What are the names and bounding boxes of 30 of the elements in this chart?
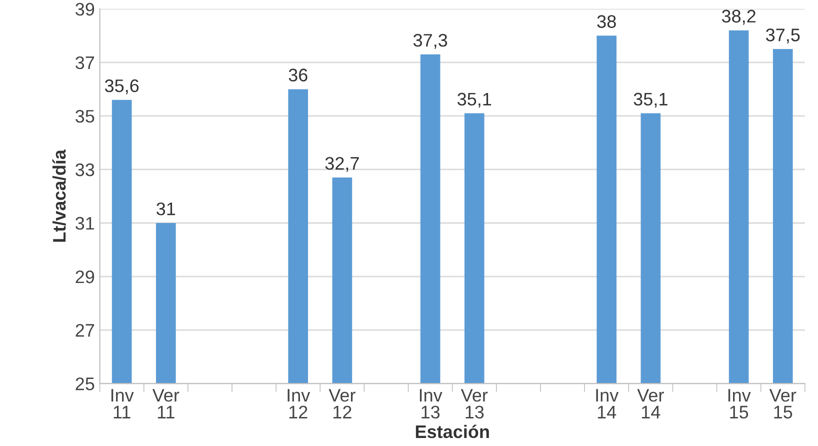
y-tick-label: 25 (76, 377, 94, 390)
data-label: 35,1 (458, 92, 492, 108)
y-tick-label: 39 (76, 2, 94, 16)
data-label: 37,3 (413, 34, 448, 49)
y-tick-label: 35 (76, 110, 94, 123)
x-tick-label: Inv 13 (420, 389, 442, 419)
data-label: 31 (156, 202, 176, 216)
data-label: 37,5 (766, 28, 800, 44)
y-tick-label: 31 (76, 216, 94, 230)
y-tick-label: 27 (76, 324, 94, 337)
x-tick-label: Inv 15 (728, 389, 751, 419)
data-label: 35,1 (634, 92, 668, 108)
x-tick-label: Inv 14 (596, 389, 619, 418)
data-label: 35,6 (104, 79, 139, 94)
y-tick-label: 33 (76, 163, 94, 176)
x-tick-label: Inv 12 (288, 389, 310, 418)
x-axis-title: Estación (416, 424, 489, 438)
y-tick-label: 29 (76, 270, 94, 284)
x-tick-label: Ver 11 (152, 389, 180, 418)
x-tick-label: Ver 14 (637, 389, 664, 418)
y-tick-label: 37 (76, 56, 94, 70)
x-tick-label: Ver 13 (460, 389, 488, 419)
x-tick-label: Ver 15 (769, 389, 796, 419)
data-label: 36 (288, 68, 308, 82)
x-tick-label: Ver 12 (328, 389, 356, 418)
y-axis-title: Lt/vaca/día (52, 149, 66, 242)
data-label: 38 (597, 15, 616, 28)
data-label: 32,7 (325, 156, 359, 172)
data-label: 38,2 (722, 10, 756, 25)
x-tick-label: Inv 11 (111, 389, 134, 418)
